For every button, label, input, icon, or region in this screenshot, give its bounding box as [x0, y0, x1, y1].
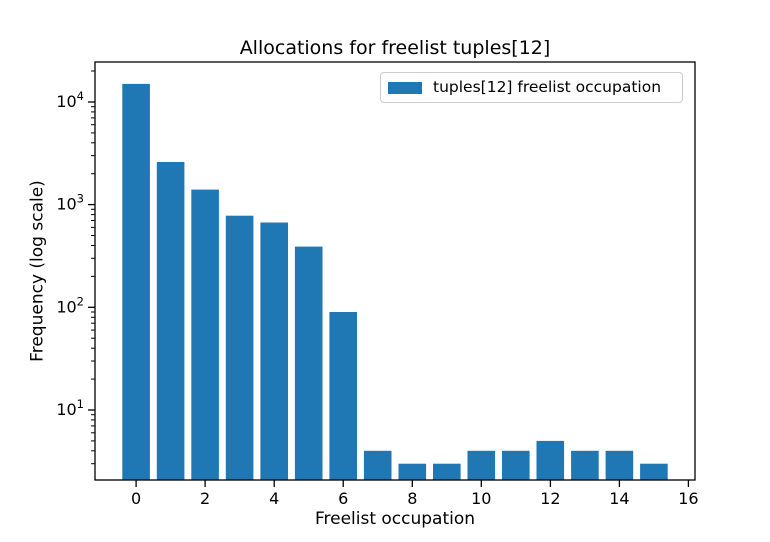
x-axis-label: Freelist occupation: [314, 509, 476, 529]
bar-x11: [502, 450, 530, 480]
x-tick-label-14: 14: [609, 489, 629, 508]
x-tick-label-8: 8: [407, 489, 417, 508]
bar-x1: [156, 162, 185, 480]
y-tick-label-3: 103: [56, 192, 84, 214]
bar-x3: [225, 215, 254, 480]
bar-x10: [467, 450, 496, 480]
x-tick-label-16: 16: [678, 489, 698, 508]
x-tick-label-10: 10: [471, 489, 491, 508]
legend-label: tuples[12] freelist occupation: [433, 77, 662, 96]
x-tick-label-2: 2: [200, 489, 210, 508]
bar-x6: [329, 312, 357, 480]
bar-x15: [640, 463, 668, 480]
chart-title: Allocations for freelist tuples[12]: [239, 37, 551, 59]
y-tick-label-1: 101: [56, 397, 84, 419]
legend-swatch: [388, 81, 422, 94]
axes-spines: [94, 61, 696, 481]
x-tick-label-4: 4: [269, 489, 279, 508]
x-tick-label-0: 0: [131, 489, 141, 508]
bar-x12: [536, 440, 565, 480]
bar-x4: [260, 222, 288, 480]
bar-x14: [605, 450, 634, 480]
bar-x0: [122, 83, 150, 481]
bar-x7: [363, 450, 392, 480]
y-tick-label-4: 104: [56, 89, 84, 111]
bar-x2: [191, 189, 219, 480]
y-axis-label: Frequency (log scale): [27, 180, 48, 362]
legend: tuples[12] freelist occupation: [380, 72, 683, 103]
bar-x13: [571, 450, 599, 480]
bar-x8: [398, 463, 427, 480]
bar-x5: [294, 246, 323, 480]
y-tick-label-2: 102: [56, 294, 84, 316]
bar-x9: [433, 463, 461, 480]
x-tick-label-6: 6: [338, 489, 348, 508]
x-tick-label-12: 12: [540, 489, 560, 508]
